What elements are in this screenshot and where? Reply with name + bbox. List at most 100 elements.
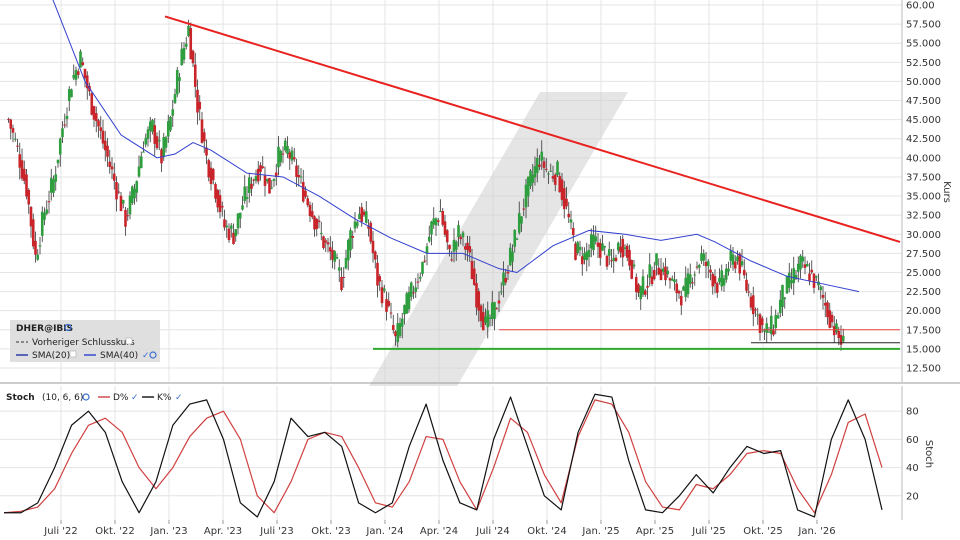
candle-body — [29, 206, 33, 227]
legend-prevclose-checkbox[interactable] — [125, 337, 133, 345]
legend-sma20-checkbox[interactable] — [69, 350, 77, 358]
stoch-y-tick-label: 40 — [906, 463, 919, 474]
candle-body — [832, 326, 836, 336]
candle-body — [324, 240, 328, 243]
price-y-tick-label: 52.500 — [906, 58, 941, 69]
candle-body — [713, 276, 717, 284]
candle-body — [709, 269, 712, 273]
candle-body — [371, 240, 375, 254]
sma40-line — [52, 0, 860, 293]
legend-gear-icon[interactable] — [64, 323, 72, 332]
candle-body — [682, 286, 685, 291]
price-y-tick-label: 40.000 — [906, 153, 941, 164]
candle-body — [731, 254, 735, 265]
candle-body — [614, 257, 618, 261]
candle-body — [574, 243, 577, 260]
candle-body — [679, 295, 683, 306]
candle-body — [612, 257, 616, 261]
candle-body — [83, 68, 87, 79]
x-tick-label: Juli '25 — [691, 526, 726, 537]
candle-body — [646, 285, 649, 288]
x-tick-label: Jan. '24 — [365, 526, 403, 537]
candle-body — [628, 250, 631, 266]
legend-item-sma40: SMA(40) — [100, 351, 138, 361]
x-tick-label: Okt. '24 — [527, 526, 566, 537]
candle-body — [421, 261, 424, 274]
candle-body — [583, 253, 586, 260]
candle-body — [81, 62, 85, 66]
candle-body — [776, 315, 780, 319]
candle-body — [376, 262, 379, 286]
x-tick-label: Juli '22 — [43, 526, 78, 537]
candle-body — [313, 216, 316, 230]
candle-body — [675, 283, 679, 294]
candle-body — [639, 286, 643, 300]
candle-body — [108, 161, 112, 167]
candle-body — [322, 236, 325, 249]
candle-body — [97, 120, 100, 127]
candle-body — [544, 168, 548, 170]
candle-body — [160, 149, 163, 164]
legend-item-sma20: SMA(20) — [32, 351, 70, 361]
candle-body — [65, 115, 69, 119]
candle-body — [661, 268, 665, 272]
candle-body — [362, 211, 366, 216]
candle-body — [457, 225, 460, 238]
legend-sma40-check-icon[interactable]: ✓ — [142, 351, 150, 361]
legend-sma40-gear-icon[interactable] — [149, 351, 157, 359]
candle-body — [659, 269, 663, 281]
candle-body — [670, 278, 674, 281]
candle-body — [119, 195, 123, 212]
candle-body — [85, 75, 89, 89]
candle-body — [360, 207, 364, 222]
candle-body — [76, 71, 80, 75]
candle-body — [508, 247, 512, 266]
stoch-d-check-icon[interactable]: ✓ — [131, 393, 139, 403]
candle-body — [99, 127, 103, 131]
stoch-k-check-icon[interactable]: ✓ — [175, 393, 183, 403]
candle-body — [412, 292, 415, 294]
stoch-axis-label: Stoch — [923, 440, 934, 468]
candle-body — [837, 331, 841, 338]
candle-body — [328, 247, 332, 252]
candle-body — [736, 256, 739, 262]
candle-body — [353, 221, 357, 229]
candle-body — [297, 175, 301, 178]
price-y-tick-label: 47.500 — [906, 96, 941, 107]
stoch-gear-icon[interactable] — [82, 393, 90, 401]
candle-body — [162, 136, 166, 157]
candle-body — [718, 277, 721, 283]
x-tick-label: Apr. '25 — [636, 526, 674, 537]
candle-body — [115, 181, 118, 200]
candle-body — [693, 274, 697, 276]
candle-body — [18, 154, 22, 168]
candle-body — [157, 139, 161, 142]
candle-body — [787, 272, 791, 288]
candle-body — [358, 213, 361, 220]
candle-body — [808, 273, 811, 281]
candle-body — [695, 266, 699, 268]
candle-body — [531, 174, 535, 183]
candle-body — [403, 304, 406, 315]
candle-body — [268, 178, 271, 194]
candle-body — [254, 176, 258, 181]
candle-body — [810, 269, 814, 273]
candle-body — [470, 260, 474, 280]
candle-body — [310, 211, 314, 218]
candle-body — [34, 240, 37, 255]
candle-body — [499, 291, 503, 293]
candle-body — [819, 286, 823, 291]
candle-body — [805, 263, 809, 267]
candle-body — [196, 89, 199, 113]
candle-body — [247, 177, 251, 194]
candle-body — [783, 297, 787, 300]
candle-body — [826, 302, 829, 318]
x-tick-label: Okt. '22 — [95, 526, 134, 537]
candle-body — [535, 157, 539, 173]
candle-body — [533, 166, 537, 178]
price-axis-label: Kurs — [941, 181, 952, 203]
x-tick-label: Apr. '24 — [420, 526, 458, 537]
candle-body — [142, 151, 145, 153]
candle-body — [515, 238, 519, 240]
candle-body — [58, 138, 62, 155]
